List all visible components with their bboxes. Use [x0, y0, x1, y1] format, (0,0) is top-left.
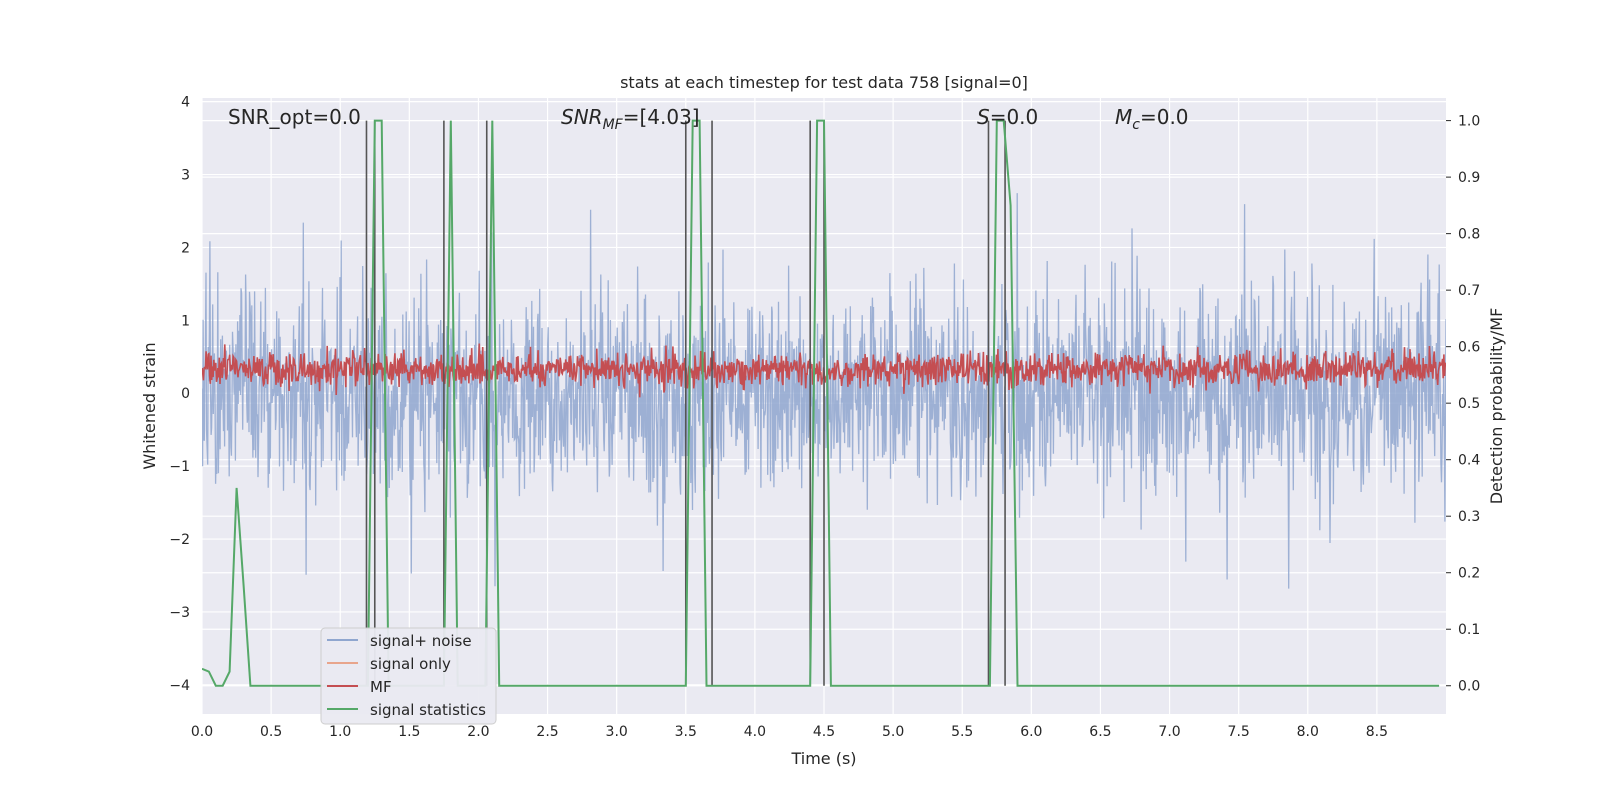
- x-tick-label: 6.5: [1089, 724, 1111, 740]
- y-tick-label-left: −1: [169, 459, 190, 475]
- y-tick-label-right: 0.5: [1458, 396, 1480, 412]
- x-tick-label: 8.0: [1297, 724, 1319, 740]
- y-axis-left: 4 3 2 1 0 −1 −2 −3 −4: [169, 95, 190, 694]
- legend: signal+ noise signal only MF signal stat…: [320, 627, 497, 725]
- annotation-mc: Mc=0.0: [1115, 105, 1189, 133]
- svg-text:signal only: signal only: [370, 655, 451, 673]
- y-tick-label-left: −2: [169, 532, 190, 548]
- chart-title: stats at each timestep for test data 758…: [620, 73, 1028, 92]
- x-tick-label: 2.5: [536, 724, 558, 740]
- x-tick-label: 0.0: [191, 724, 213, 740]
- legend-item-signal-plus-noise: signal+ noise: [327, 632, 472, 650]
- x-tick-label: 7.5: [1228, 724, 1250, 740]
- y-tick-label-right: 0.8: [1458, 227, 1480, 243]
- legend-item-signal-only: signal only: [327, 655, 451, 673]
- x-axis-label: Time (s): [790, 749, 856, 768]
- x-tick-label: 6.0: [1020, 724, 1042, 740]
- y-tick-label-right: 1.0: [1458, 114, 1480, 130]
- annotation-snr-mf: SNRMF=[4.03]: [561, 105, 700, 133]
- x-tick-label: 0.5: [260, 724, 282, 740]
- y-tick-label-right: 0.3: [1458, 509, 1480, 525]
- y-tick-label-left: 1: [181, 313, 190, 329]
- signal-statistics-series: [202, 119, 1440, 687]
- y-tick-label-left: 3: [181, 168, 190, 184]
- signal-statistics-line: [202, 119, 1440, 687]
- x-tick-label: 2.0: [467, 724, 489, 740]
- x-tick-label: 4.0: [744, 724, 766, 740]
- y-axis-right-label: Detection probability/MF: [1487, 308, 1506, 505]
- x-tick-label: 5.0: [882, 724, 904, 740]
- y-tick-label-right: 0.6: [1458, 340, 1480, 356]
- svg-text:signal statistics: signal statistics: [370, 701, 486, 719]
- y-tick-label-right: 0.1: [1458, 622, 1480, 638]
- legend-item-signal-statistics: signal statistics: [327, 701, 486, 719]
- y-tick-label-right: 0.9: [1458, 170, 1480, 186]
- svg-text:signal+ noise: signal+ noise: [370, 632, 472, 650]
- x-tick-label: 8.5: [1366, 724, 1388, 740]
- annotation-s: S=0.0: [977, 105, 1038, 129]
- y-axis-right: 1.0 0.9 0.8 0.7 0.6 0.5 0.4 0.3 0.2 0.1 0.0: [1446, 114, 1480, 695]
- svg-text:MF: MF: [370, 678, 392, 696]
- trigger-markers: [365, 120, 1006, 686]
- y-tick-label-left: 2: [181, 240, 190, 256]
- y-tick-label-left: −3: [169, 605, 190, 621]
- y-tick-label-left: 0: [181, 386, 190, 402]
- annotation-snr-opt: SNR_opt=0.0: [228, 105, 361, 129]
- y-tick-label-left: 4: [181, 95, 190, 111]
- legend-item-mf: MF: [327, 678, 392, 696]
- x-tick-label: 1.5: [398, 724, 420, 740]
- y-tick-label-right: 0.0: [1458, 679, 1480, 695]
- x-tick-label: 4.5: [813, 724, 835, 740]
- x-axis: 0.0 0.5 1.0 1.5 2.0 2.5 3.0 3.5 4.0 4.5 5.0 5.5 6.0 6…: [191, 724, 1388, 740]
- x-tick-label: 1.0: [329, 724, 351, 740]
- x-tick-label: 3.0: [606, 724, 628, 740]
- y-tick-label-left: −4: [169, 678, 190, 694]
- y-tick-label-right: 0.4: [1458, 453, 1480, 469]
- x-tick-label: 3.5: [675, 724, 697, 740]
- x-tick-label: 5.5: [951, 724, 973, 740]
- y-tick-label-right: 0.2: [1458, 566, 1480, 582]
- y-tick-label-right: 0.7: [1458, 283, 1480, 299]
- y-axis-left-label: Whitened strain: [140, 342, 159, 469]
- x-tick-label: 7.0: [1158, 724, 1180, 740]
